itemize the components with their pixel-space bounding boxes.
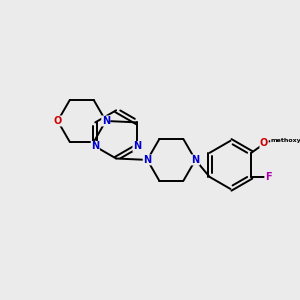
Text: methoxy: methoxy <box>271 138 300 142</box>
Text: N: N <box>191 155 200 165</box>
Text: O: O <box>53 116 62 126</box>
Text: N: N <box>91 142 99 152</box>
Text: N: N <box>102 116 110 126</box>
Text: O: O <box>260 138 268 148</box>
Text: N: N <box>143 155 151 165</box>
Text: N: N <box>133 142 141 152</box>
Text: F: F <box>265 172 272 182</box>
